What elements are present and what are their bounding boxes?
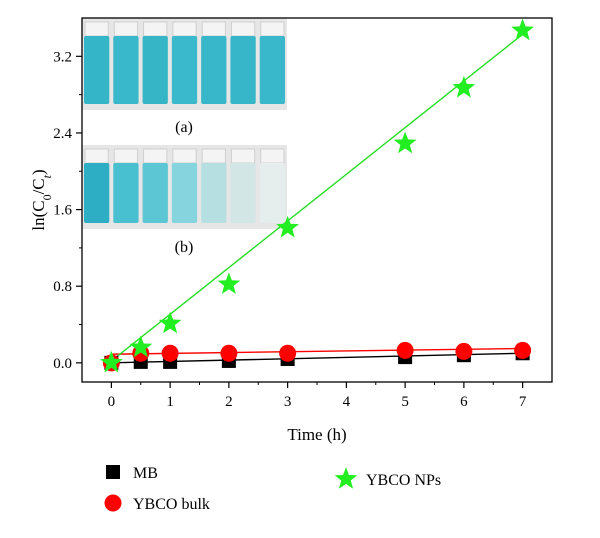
legend-marker-ybco-nps <box>334 467 358 489</box>
x-tick-label: 7 <box>519 394 527 410</box>
x-tick-label: 5 <box>401 394 409 410</box>
data-point-ybco-nps <box>452 75 476 98</box>
y-tick-label: 3.2 <box>53 49 72 65</box>
x-tick-label: 4 <box>343 394 351 410</box>
legend-marker-mb <box>106 465 120 479</box>
x-tick-label: 0 <box>108 394 116 410</box>
y-tick-label: 0.0 <box>53 356 72 372</box>
fit-line-ybco-nps <box>110 33 524 362</box>
data-point-ybco-nps <box>129 335 153 358</box>
inset-photo-b <box>82 145 287 229</box>
fit-line-ybco-bulk <box>111 347 523 355</box>
data-point-ybco-nps <box>511 18 534 41</box>
x-tick-label: 1 <box>166 394 174 410</box>
data-point-ybco-nps <box>100 350 123 373</box>
x-tick-label: 3 <box>284 394 292 410</box>
data-point-ybco-nps <box>158 311 182 334</box>
fit-line-mb <box>111 352 523 364</box>
x-tick-label: 2 <box>225 394 233 410</box>
data-point-ybco-bulk <box>161 344 179 362</box>
legend-label-ybco-bulk: YBCO bulk <box>133 496 210 513</box>
data-point-ybco-bulk <box>396 341 414 359</box>
inset-label-a: (a) <box>175 119 193 136</box>
legend: MB YBCO bulk YBCO NPs <box>104 465 441 513</box>
data-point-ybco-bulk <box>455 342 473 360</box>
y-tick-label: 0.8 <box>53 279 72 295</box>
data-point-ybco-nps <box>217 272 241 294</box>
data-point-ybco-bulk <box>220 344 238 362</box>
data-point-ybco-nps <box>393 131 417 154</box>
x-axis-title: Time (h) <box>287 425 346 444</box>
x-tick-label: 6 <box>460 394 468 410</box>
y-axis-title: ln(C0/Ct) <box>29 169 54 230</box>
data-point-ybco-bulk <box>514 341 532 359</box>
y-tick-label: 1.6 <box>53 203 72 219</box>
y-tick-label: 2.4 <box>53 126 72 142</box>
inset-label-b: (b) <box>175 239 194 256</box>
data-point-ybco-nps <box>276 215 299 238</box>
data-point-ybco-bulk <box>279 344 297 362</box>
inset-photo-a <box>82 18 287 110</box>
legend-label-ybco-nps: YBCO NPs <box>366 472 441 489</box>
legend-marker-ybco-bulk <box>104 494 122 512</box>
legend-label-mb: MB <box>133 465 158 482</box>
